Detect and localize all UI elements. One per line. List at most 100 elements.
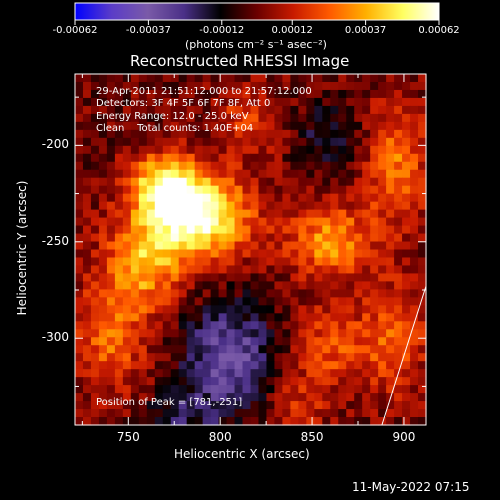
heatmap-cell <box>218 313 228 322</box>
heatmap-cell <box>210 321 220 330</box>
heatmap-cell <box>410 105 419 115</box>
heatmap-cell <box>266 305 276 314</box>
heatmap-cell <box>210 177 220 187</box>
heatmap-cell <box>354 177 363 187</box>
heatmap-cell <box>394 105 403 115</box>
heatmap-cell <box>210 289 220 298</box>
heatmap-cell <box>378 313 387 322</box>
heatmap-cell <box>258 233 268 243</box>
heatmap-cell <box>306 385 315 394</box>
heatmap-cell <box>314 305 323 314</box>
heatmap-cell <box>210 385 220 394</box>
heatmap-cell <box>122 177 132 187</box>
heatmap-cell <box>306 305 315 314</box>
heatmap-cell <box>354 361 363 370</box>
heatmap-cell <box>202 201 212 211</box>
heatmap-cell <box>394 113 403 123</box>
heatmap-cell <box>362 289 371 298</box>
heatmap-cell <box>362 409 371 418</box>
heatmap-cell <box>282 201 291 211</box>
heatmap-cell <box>378 193 387 203</box>
heatmap-cell <box>170 281 180 290</box>
heatmap-cell <box>234 297 244 306</box>
heatmap-cell <box>114 81 124 91</box>
heatmap-cell <box>266 169 276 179</box>
heatmap-cell <box>234 361 244 370</box>
heatmap-cell <box>90 265 100 275</box>
heatmap-cell <box>106 249 116 259</box>
heatmap-cell <box>130 185 140 195</box>
heatmap-cell <box>298 217 307 227</box>
heatmap-cell <box>282 137 291 147</box>
heatmap-cell <box>242 225 252 235</box>
heatmap-cell <box>370 337 379 346</box>
heatmap-cell <box>242 121 252 131</box>
heatmap-cell <box>138 265 148 275</box>
heatmap-cell <box>98 289 108 298</box>
heatmap-cell <box>170 409 180 418</box>
heatmap-cell <box>250 257 260 267</box>
heatmap-cell <box>194 369 204 378</box>
heatmap-cell <box>218 281 228 290</box>
heatmap-cell <box>138 257 148 267</box>
heatmap-cell <box>274 281 284 290</box>
heatmap-cell <box>90 169 100 179</box>
heatmap-cell <box>130 74 140 83</box>
heatmap-cell <box>226 161 236 171</box>
heatmap-cell <box>75 369 84 378</box>
heatmap-cell <box>362 97 371 107</box>
heatmap-cell <box>146 145 156 155</box>
heatmap-cell <box>250 249 260 259</box>
heatmap-cell <box>226 401 236 410</box>
heatmap-cell <box>306 161 315 171</box>
heatmap-cell <box>170 401 180 410</box>
heatmap-cell <box>354 74 363 83</box>
heatmap-cell <box>218 153 228 163</box>
heatmap-cell <box>370 193 379 203</box>
heatmap-cell <box>274 137 284 147</box>
heatmap-cell <box>234 337 244 346</box>
heatmap-cell <box>146 345 156 354</box>
heatmap-cell <box>418 113 427 123</box>
heatmap-cell <box>234 417 244 426</box>
heatmap-cell <box>378 393 387 402</box>
heatmap-cell <box>194 121 204 131</box>
heatmap-cell <box>370 257 379 267</box>
heatmap-cell <box>162 153 172 163</box>
heatmap-cell <box>274 145 284 155</box>
heatmap-cell <box>82 377 92 386</box>
heatmap-cell <box>234 321 244 330</box>
heatmap-cell <box>226 177 236 187</box>
heatmap-cell <box>82 217 92 227</box>
heatmap-cell <box>418 249 427 259</box>
heatmap-cell <box>242 161 252 171</box>
heatmap-cell <box>82 225 92 235</box>
heatmap-cell <box>306 257 315 267</box>
heatmap-cell <box>394 153 403 163</box>
heatmap-cell <box>98 193 108 203</box>
heatmap-cell <box>218 249 228 259</box>
heatmap-cell <box>194 257 204 267</box>
heatmap-cell <box>162 209 172 219</box>
heatmap-cell <box>298 289 307 298</box>
heatmap-cell <box>114 225 124 235</box>
heatmap-cell <box>338 137 347 147</box>
heatmap-cell <box>362 377 371 386</box>
heatmap-cell <box>394 193 403 203</box>
heatmap-cell <box>202 377 212 386</box>
heatmap-cell <box>410 241 419 251</box>
heatmap-cell <box>386 153 395 163</box>
heatmap-cell <box>410 273 419 283</box>
y-axis-label: Heliocentric Y (arcsec) <box>15 180 29 316</box>
heatmap-cell <box>346 249 355 259</box>
heatmap-cell <box>178 417 188 426</box>
heatmap-cell <box>186 289 196 298</box>
heatmap-cell <box>202 225 212 235</box>
heatmap-cell <box>186 345 196 354</box>
heatmap-cell <box>210 337 220 346</box>
heatmap-cell <box>114 281 124 290</box>
heatmap-cell <box>202 417 212 426</box>
heatmap-cell <box>226 241 236 251</box>
heatmap-cell <box>354 153 363 163</box>
heatmap-cell <box>146 249 156 259</box>
